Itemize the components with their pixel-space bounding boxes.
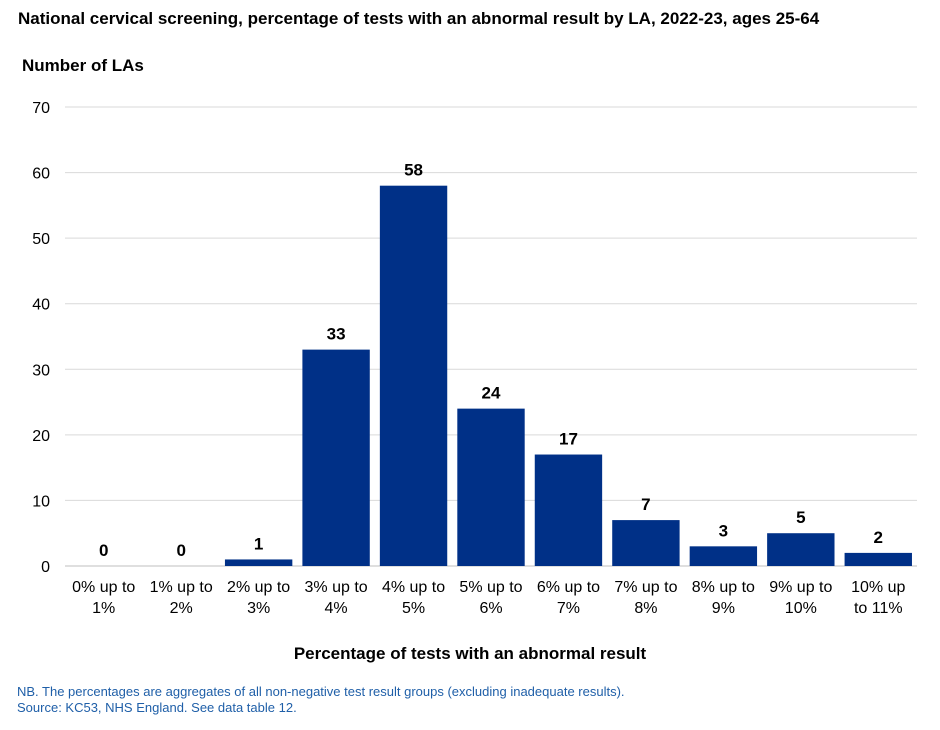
x-tick-label: 1% up to (150, 579, 213, 596)
data-label: 3 (719, 521, 728, 540)
x-tick-label: 9% (712, 600, 735, 617)
data-label: 17 (559, 430, 578, 449)
data-label: 0 (176, 541, 185, 560)
y-axis-label: Number of LAs (22, 56, 144, 75)
source-line: Source: KC53, NHS England. See data tabl… (17, 700, 297, 715)
x-tick-label: 0% up to (72, 579, 135, 596)
bar (224, 559, 293, 566)
x-tick-label: 5% up to (459, 579, 522, 596)
x-tick-label: 4% up to (382, 579, 445, 596)
chart-title: National cervical screening, percentage … (18, 9, 820, 28)
bar (689, 546, 758, 566)
x-tick-label: 3% (247, 600, 270, 617)
y-tick-label: 60 (32, 166, 50, 183)
x-tick-label: 5% (402, 600, 425, 617)
y-tick-label: 50 (32, 231, 50, 248)
x-tick-label: 8% (634, 600, 657, 617)
data-label: 33 (327, 325, 346, 344)
data-label: 24 (482, 384, 501, 403)
bar (612, 520, 680, 566)
note-line: NB. The percentages are aggregates of al… (17, 684, 625, 699)
bar (302, 349, 370, 566)
x-tick-label: 8% up to (692, 579, 755, 596)
bar (767, 533, 835, 566)
x-tick-label: 3% up to (305, 579, 368, 596)
y-tick-label: 0 (41, 559, 50, 576)
data-label: 5 (796, 508, 805, 527)
data-label: 2 (874, 528, 883, 547)
x-tick-label: 6% up to (537, 579, 600, 596)
x-axis-categories: 0% up to 1% 1% up to 2% 2% up to 3% 3% up to 4%… (72, 579, 905, 617)
x-tick-label: 7% (557, 600, 580, 617)
data-label: 1 (254, 534, 263, 553)
y-tick-label: 40 (32, 297, 50, 314)
x-tick-label: 6% (479, 600, 502, 617)
x-tick-label: 10% (785, 600, 817, 617)
bar (844, 552, 912, 566)
x-tick-label: 2% (170, 600, 193, 617)
x-axis-label: Percentage of tests with an abnormal res… (293, 644, 647, 663)
data-label: 0 (99, 541, 108, 560)
bars (224, 185, 912, 566)
data-label: 58 (404, 161, 423, 180)
bar (457, 408, 525, 566)
chart-notes: NB. The percentages are aggregates of al… (17, 684, 625, 716)
x-tick-label: 10% up (851, 579, 905, 596)
y-tick-label: 70 (32, 100, 50, 117)
bar (379, 185, 448, 566)
bar (534, 454, 603, 566)
x-tick-label: 1% (92, 600, 115, 617)
x-tick-label: 4% (325, 600, 348, 617)
x-tick-label: 7% up to (614, 579, 677, 596)
data-label: 7 (641, 495, 650, 514)
y-tick-label: 20 (32, 428, 50, 445)
y-tick-label: 10 (32, 493, 50, 510)
data-labels: 0 0 1 33 58 24 17 7 3 5 2 (99, 161, 883, 560)
y-axis-ticks: 0 10 20 30 40 50 60 70 (32, 100, 50, 576)
y-tick-label: 30 (32, 362, 50, 379)
x-tick-label: 9% up to (769, 579, 832, 596)
x-tick-label: 2% up to (227, 579, 290, 596)
bar-chart: 0 10 20 30 40 50 60 70 0 0 1 33 58 24 17 7 3 5 2 0% up to… (32, 100, 917, 617)
x-tick-label: to 11% (854, 600, 903, 617)
